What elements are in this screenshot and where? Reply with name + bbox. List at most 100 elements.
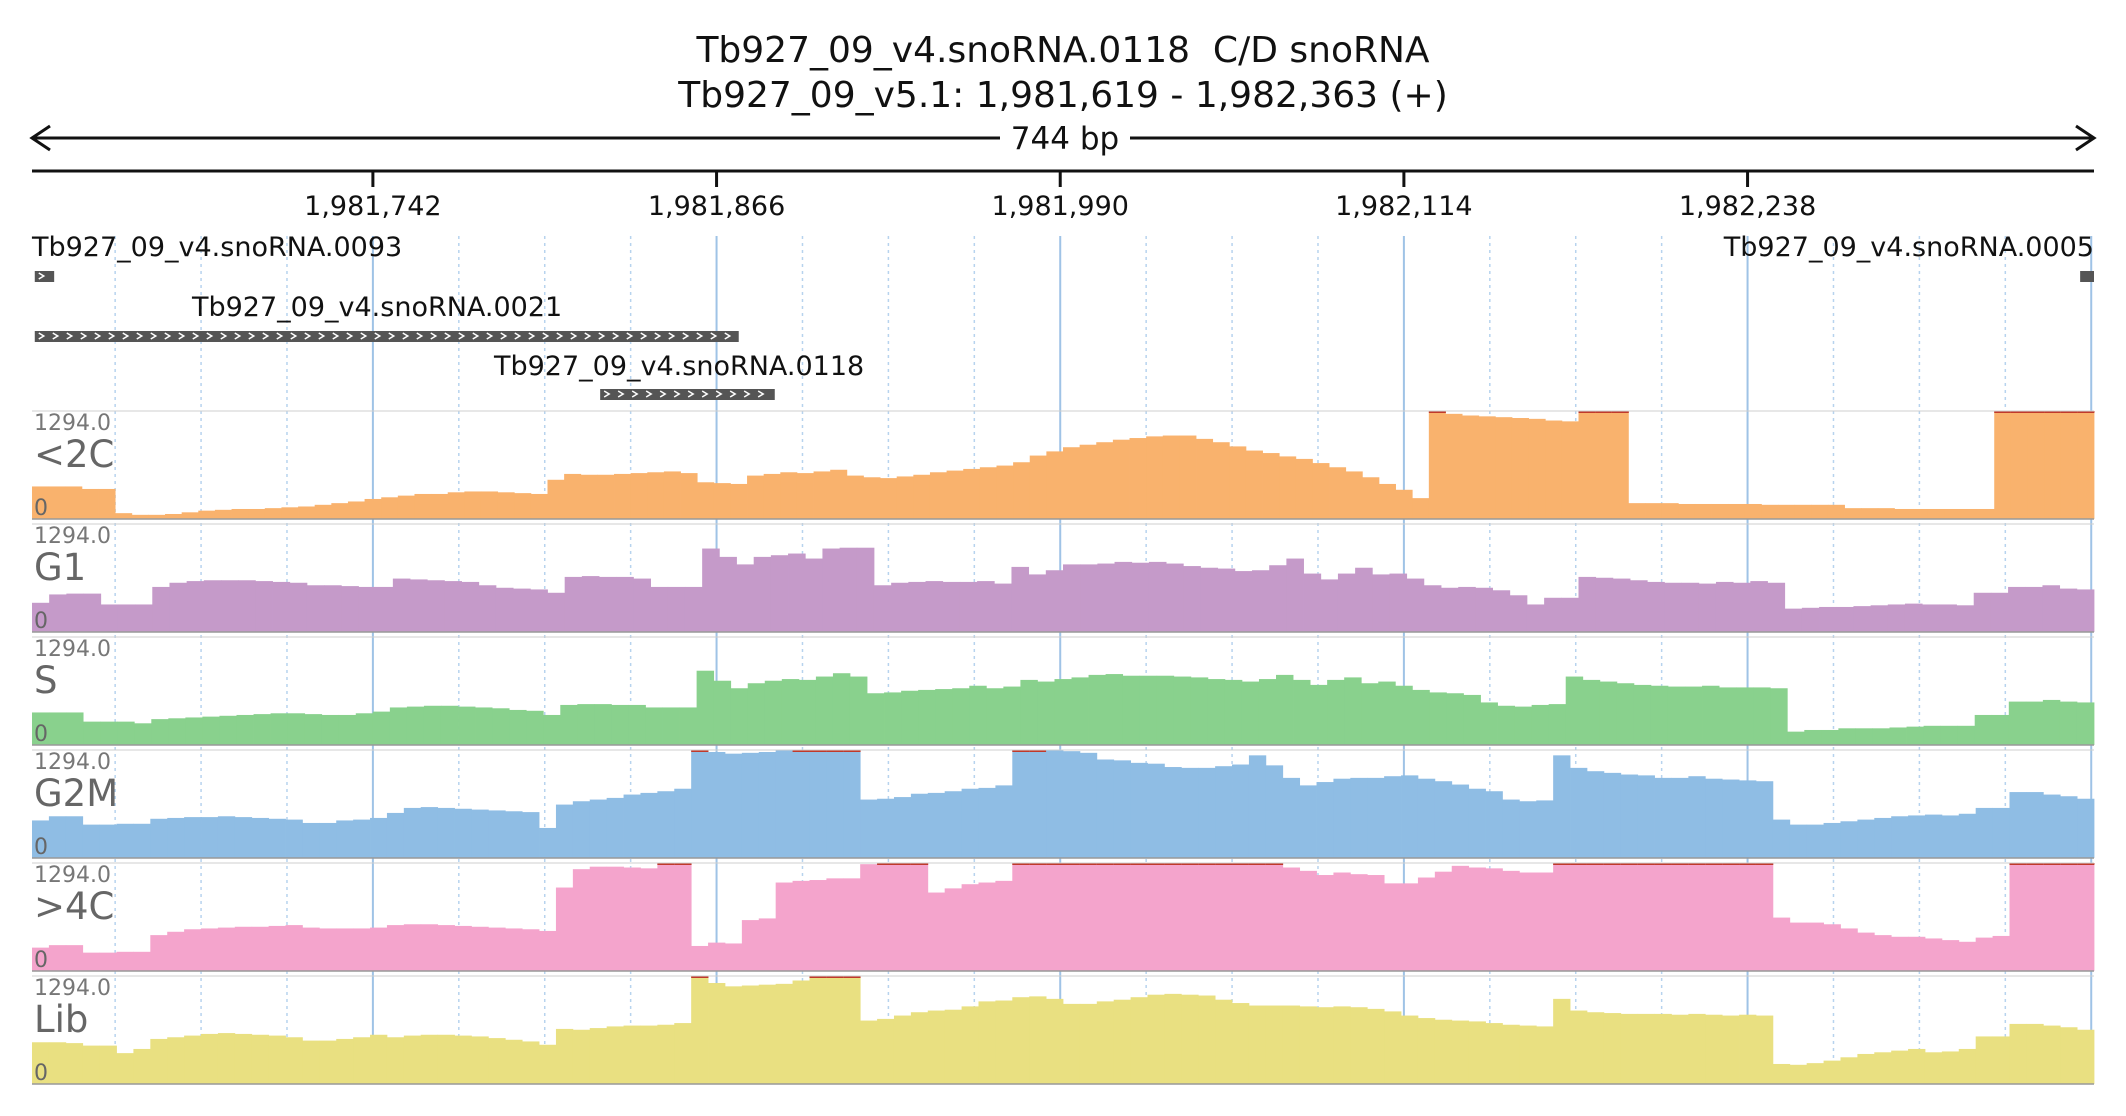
coverage-track-5[interactable]: 1294.0>4C 0 xyxy=(32,862,2095,973)
feature-label: Tb927_09_v4.snoRNA.0093 xyxy=(31,232,402,263)
coverage-bar xyxy=(1509,595,1528,632)
coverage-bar xyxy=(83,593,102,632)
clip-marker xyxy=(2060,863,2078,865)
strand-chevron-icon xyxy=(318,332,326,340)
clip-marker xyxy=(2026,863,2044,865)
coverage-bar xyxy=(231,508,249,519)
coverage-bar xyxy=(341,586,359,632)
coverage-bar xyxy=(1688,776,1706,858)
coverage-bar xyxy=(458,706,476,745)
coverage-bar xyxy=(1958,1048,1977,1084)
feature-bar[interactable] xyxy=(34,331,739,342)
coverage-bar xyxy=(1502,870,1520,971)
feature-3[interactable]: Tb927_09_v4.snoRNA.0021 xyxy=(34,292,739,342)
clip-marker xyxy=(843,976,861,978)
clip-marker xyxy=(2043,863,2061,865)
coverage-bar xyxy=(1806,1063,1824,1084)
coverage-bar xyxy=(708,752,726,858)
coverage-bar xyxy=(1012,750,1030,858)
feature-label: Tb927_09_v4.snoRNA.0005 xyxy=(1723,232,2094,263)
feature-bar[interactable] xyxy=(600,389,775,400)
coverage-bar xyxy=(1045,570,1064,632)
coverage-bar xyxy=(1739,1014,1757,1084)
coverage-bar xyxy=(2026,1023,2044,1084)
coverage-bar xyxy=(1248,755,1267,858)
coverage-bar xyxy=(32,486,50,519)
coverage-bar xyxy=(1772,1063,1791,1084)
coverage-bar xyxy=(1519,872,1537,971)
coverage-bar xyxy=(1904,603,1923,632)
clip-marker xyxy=(1232,863,1250,865)
clip-marker xyxy=(691,976,709,978)
clip-marker xyxy=(826,976,844,978)
clip-marker xyxy=(2009,863,2027,865)
feature-1[interactable]: Tb927_09_v4.snoRNA.0093 xyxy=(31,232,402,282)
feature-2[interactable]: Tb927_09_v4.snoRNA.0005 xyxy=(1723,232,2094,282)
coverage-bar xyxy=(606,797,624,858)
coverage-bar xyxy=(1282,867,1301,971)
clip-marker xyxy=(1012,863,1030,865)
coverage-bar xyxy=(679,707,698,745)
track-max-label: 1294.0 xyxy=(34,411,111,436)
coverage-bar xyxy=(509,709,527,745)
coverage-bar xyxy=(65,816,84,858)
coverage-bar xyxy=(1037,681,1055,745)
coverage-bar xyxy=(1671,1014,1689,1084)
coverage-bar xyxy=(1784,608,1803,632)
coverage-bar xyxy=(1545,420,1563,519)
clip-marker xyxy=(674,863,692,865)
coverage-bar xyxy=(1565,676,1584,745)
coverage-bar xyxy=(1620,1013,1639,1084)
coverage-bar xyxy=(724,753,743,858)
coverage-bar xyxy=(347,501,365,519)
coverage-bar xyxy=(572,801,591,858)
strand-chevron-icon xyxy=(673,390,681,398)
coverage-bar xyxy=(674,1023,692,1084)
coverage-bar xyxy=(48,945,67,971)
coverage-bar xyxy=(564,576,583,632)
coverage-bar xyxy=(1312,463,1330,519)
coverage-bar xyxy=(696,670,715,745)
clip-marker xyxy=(1654,863,1672,865)
feature-bar[interactable] xyxy=(2080,271,2094,282)
coverage-bar xyxy=(437,925,455,971)
feature-bar[interactable] xyxy=(34,271,55,282)
coverage-bar xyxy=(1013,462,1031,519)
coverage-bar xyxy=(184,1035,202,1084)
coverage-bar xyxy=(1750,581,1768,632)
coverage-bar xyxy=(82,952,101,971)
coverage-track-3[interactable]: 1294.0S 0 xyxy=(32,636,2095,747)
coverage-bar xyxy=(2008,586,2026,632)
clip-marker xyxy=(1994,411,2012,413)
coverage-bar xyxy=(264,508,282,519)
coverage-bar xyxy=(1736,687,1754,745)
coverage-track-2[interactable]: 1294.0G1 0 xyxy=(32,523,2095,634)
coverage-bar xyxy=(65,945,84,971)
track-name-label: S xyxy=(34,659,58,702)
coverage-bar xyxy=(100,721,118,745)
coverage-bar xyxy=(454,808,472,858)
feature-4[interactable]: Tb927_09_v4.snoRNA.0118 xyxy=(493,351,864,400)
coverage-bar xyxy=(1806,922,1824,971)
coverage-bar xyxy=(1528,418,1546,519)
clip-marker xyxy=(1620,863,1639,865)
coverage-bar xyxy=(2076,589,2095,632)
coverage-bar xyxy=(1548,704,1567,745)
coverage-bar xyxy=(49,712,67,745)
coverage-bar xyxy=(616,576,634,632)
coverage-bar xyxy=(505,1039,523,1084)
coverage-bar xyxy=(2059,588,2078,632)
coverage-track-1[interactable]: 1294.0<2C 0 xyxy=(32,410,2095,521)
coverage-bar xyxy=(1994,411,2012,519)
coverage-bar xyxy=(1080,564,1098,632)
coverage-bar xyxy=(1485,791,1503,858)
coverage-bar xyxy=(946,470,964,519)
coverage-bar xyxy=(48,486,66,519)
strand-chevron-icon xyxy=(374,332,382,340)
coverage-bar xyxy=(1316,875,1334,971)
coverage-bar xyxy=(133,951,151,971)
coverage-bar xyxy=(1570,863,1588,971)
coverage-bar xyxy=(1384,883,1402,971)
